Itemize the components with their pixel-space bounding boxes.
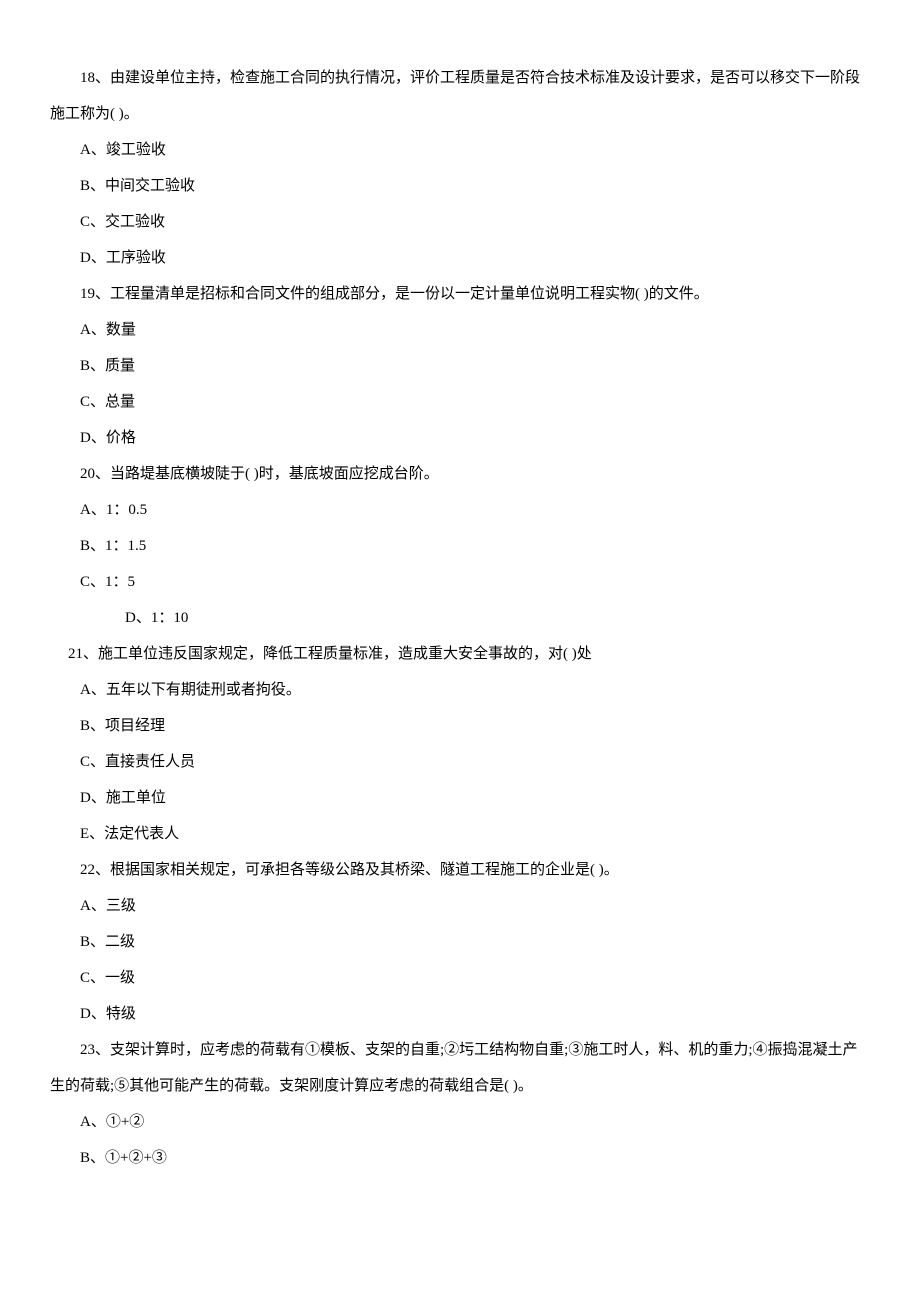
question-23-option-a: A、①+② (50, 1104, 870, 1140)
question-21-option-a: A、五年以下有期徒刑或者拘役。 (50, 672, 870, 708)
question-21-option-e: E、法定代表人 (50, 816, 870, 852)
question-18-option-a: A、竣工验收 (50, 132, 870, 168)
question-20-option-d: D、1：10 (50, 600, 870, 636)
question-22-option-c: C、一级 (50, 960, 870, 996)
question-19-option-b: B、质量 (50, 348, 870, 384)
question-21-option-b: B、项目经理 (50, 708, 870, 744)
question-19-option-a: A、数量 (50, 312, 870, 348)
question-19-stem: 19、工程量清单是招标和合同文件的组成部分，是一份以一定计量单位说明工程实物( … (50, 276, 870, 312)
question-21-option-c: C、直接责任人员 (50, 744, 870, 780)
question-23-stem: 23、支架计算时，应考虑的荷载有①模板、支架的自重;②圬工结构物自重;③施工时人… (50, 1032, 870, 1104)
question-20-option-a: A、1：0.5 (50, 492, 870, 528)
question-22-stem: 22、根据国家相关规定，可承担各等级公路及其桥梁、隧道工程施工的企业是( )。 (50, 852, 870, 888)
document-body: 18、由建设单位主持，检查施工合同的执行情况，评价工程质量是否符合技术标准及设计… (50, 60, 870, 1176)
question-22-option-b: B、二级 (50, 924, 870, 960)
question-19-option-d: D、价格 (50, 420, 870, 456)
question-20-option-b: B、1：1.5 (50, 528, 870, 564)
question-23-option-b: B、①+②+③ (50, 1140, 870, 1176)
question-18-option-d: D、工序验收 (50, 240, 870, 276)
question-20-option-c: C、1：5 (50, 564, 870, 600)
question-21-option-d: D、施工单位 (50, 780, 870, 816)
question-18-option-b: B、中间交工验收 (50, 168, 870, 204)
question-18-option-c: C、交工验收 (50, 204, 870, 240)
question-22-option-d: D、特级 (50, 996, 870, 1032)
question-22-option-a: A、三级 (50, 888, 870, 924)
question-18-stem: 18、由建设单位主持，检查施工合同的执行情况，评价工程质量是否符合技术标准及设计… (50, 60, 870, 132)
question-21-stem: 21、施工单位违反国家规定，降低工程质量标准，造成重大安全事故的，对( )处 (50, 636, 870, 672)
question-19-option-c: C、总量 (50, 384, 870, 420)
question-20-stem: 20、当路堤基底横坡陡于( )时，基底坡面应挖成台阶。 (50, 456, 870, 492)
